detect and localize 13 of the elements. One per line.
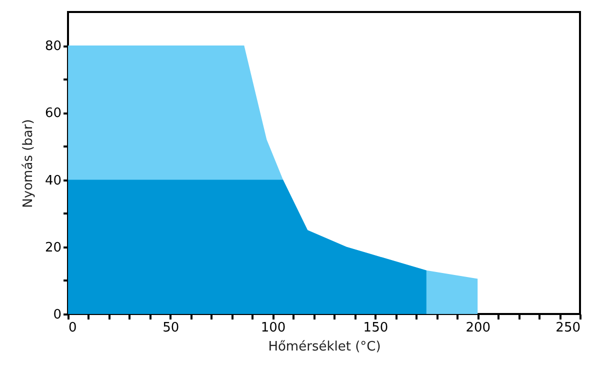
x-axis-title: Hőmérséklet (°C) (268, 340, 381, 354)
x-tick-label: 50 (162, 320, 180, 336)
x-tick-label: 200 (466, 320, 491, 336)
y-tick-label: 40 (44, 173, 62, 188)
x-tick-label: 0 (68, 320, 77, 336)
x-tick-label: 150 (363, 320, 388, 336)
y-tick-label: 0 (53, 308, 62, 322)
x-tick-label: 100 (260, 320, 286, 336)
y-axis-title: Nyomás (bar) (20, 119, 36, 208)
y-tick-label: 60 (44, 106, 62, 122)
y-tick-label: 20 (44, 240, 62, 256)
y-tick-label: 80 (44, 39, 62, 54)
x-tick-label: 250 (556, 320, 580, 336)
